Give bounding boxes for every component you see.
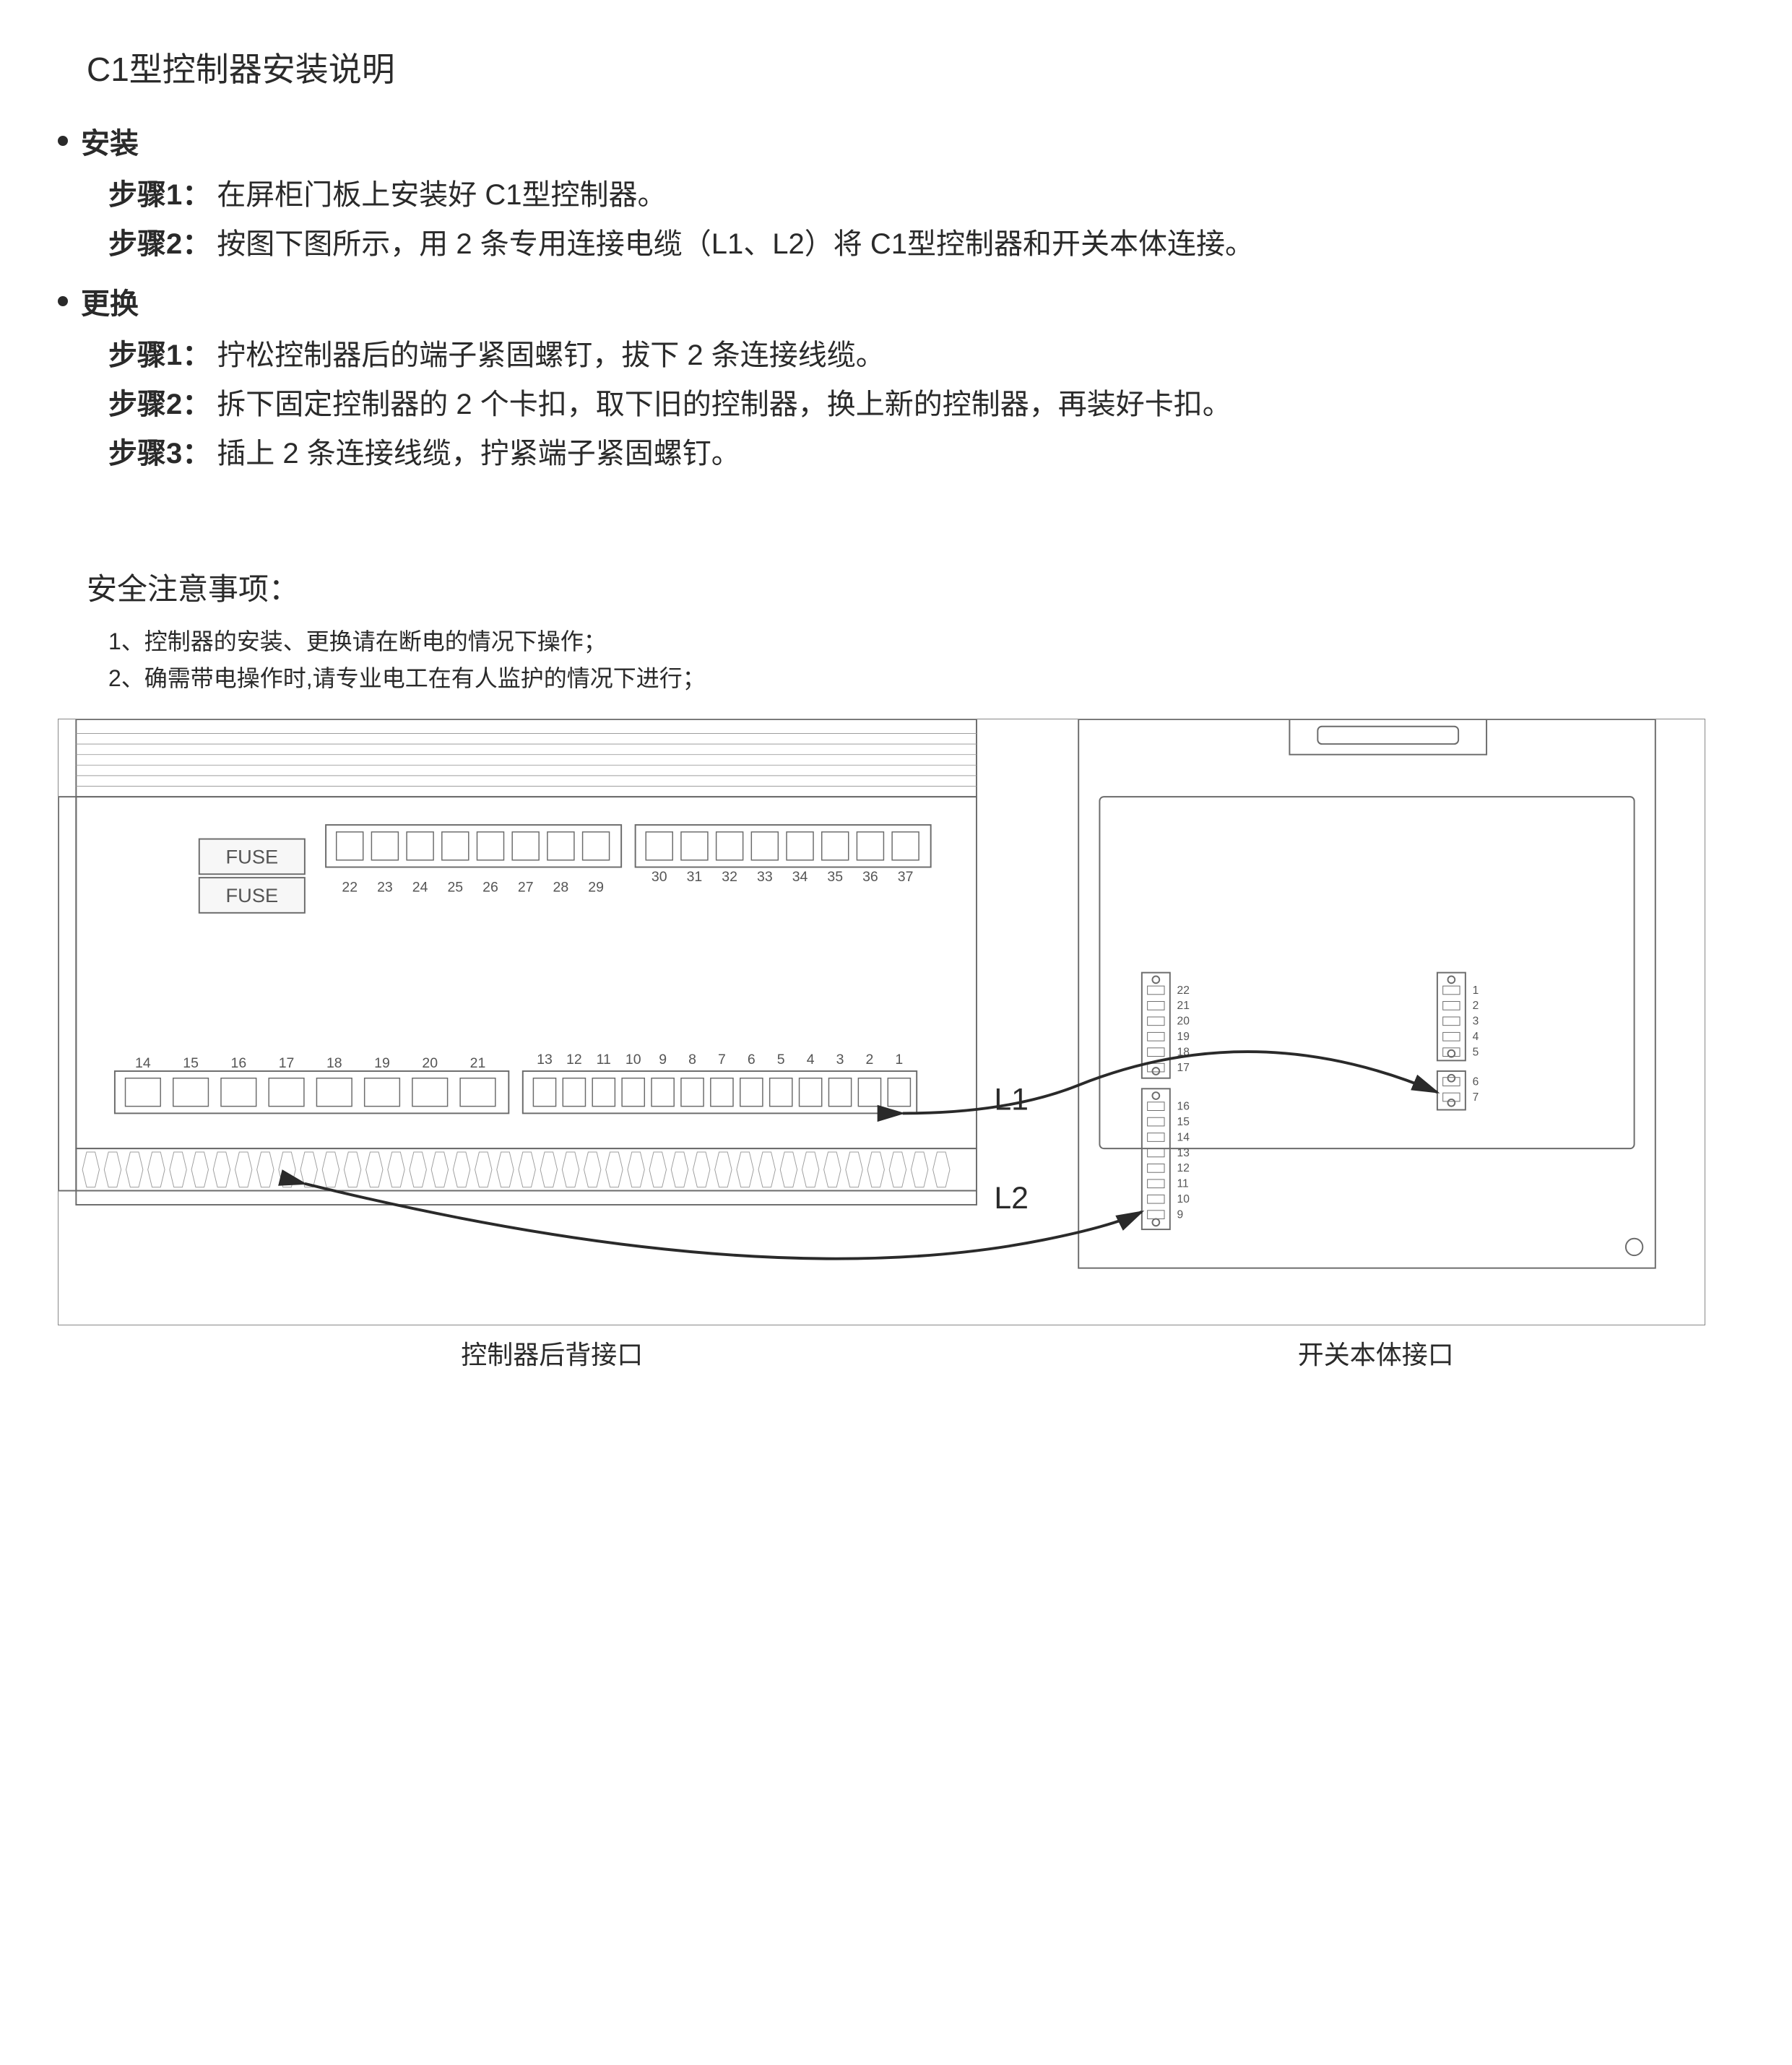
svg-text:23: 23 bbox=[377, 880, 393, 896]
wiring-diagram: FUSE FUSE 222324252627282930313233343536… bbox=[58, 719, 1705, 1325]
svg-text:4: 4 bbox=[1473, 1031, 1479, 1043]
safety-notes: 1、控制器的安装、更换请在断电的情况下操作； 2、确需带电操作时,请专业电工在有… bbox=[108, 623, 1734, 697]
svg-text:30: 30 bbox=[652, 869, 667, 885]
svg-text:14: 14 bbox=[135, 1055, 151, 1071]
install-step-2: 步骤2： 按图下图所示，用 2 条专用连接电缆（L1、L2）将 C1型控制器和开… bbox=[108, 220, 1734, 269]
replace-step-3: 步骤3： 插上 2 条连接线缆，拧紧端子紧固螺钉。 bbox=[108, 429, 1734, 478]
svg-text:20: 20 bbox=[1177, 1016, 1190, 1028]
svg-text:5: 5 bbox=[777, 1052, 785, 1068]
cable-label-L1: L1 bbox=[994, 1083, 1029, 1117]
svg-text:25: 25 bbox=[447, 880, 463, 896]
svg-text:18: 18 bbox=[326, 1055, 342, 1071]
svg-text:34: 34 bbox=[792, 869, 808, 885]
diagram-captions: 控制器后背接口 开关本体接口 bbox=[58, 1334, 1705, 1372]
svg-text:1: 1 bbox=[895, 1052, 903, 1068]
svg-text:21: 21 bbox=[470, 1055, 486, 1071]
svg-text:6: 6 bbox=[748, 1052, 756, 1068]
replace-header-text: 更换 bbox=[81, 280, 139, 322]
svg-text:8: 8 bbox=[688, 1052, 696, 1068]
svg-text:32: 32 bbox=[722, 869, 737, 885]
svg-text:7: 7 bbox=[718, 1052, 726, 1068]
svg-text:9: 9 bbox=[659, 1052, 667, 1068]
svg-text:16: 16 bbox=[1177, 1101, 1190, 1113]
svg-text:3: 3 bbox=[1473, 1016, 1479, 1028]
svg-text:7: 7 bbox=[1473, 1091, 1479, 1104]
svg-text:2: 2 bbox=[866, 1052, 874, 1068]
svg-text:28: 28 bbox=[553, 880, 569, 896]
fuse-label-1: FUSE bbox=[225, 846, 278, 868]
svg-text:11: 11 bbox=[1177, 1178, 1189, 1190]
cable-label-L2: L2 bbox=[994, 1181, 1029, 1216]
left-caption: 控制器后背接口 bbox=[58, 1334, 1047, 1372]
svg-text:19: 19 bbox=[374, 1055, 390, 1071]
svg-text:37: 37 bbox=[898, 869, 914, 885]
svg-text:16: 16 bbox=[231, 1055, 247, 1071]
svg-text:15: 15 bbox=[183, 1055, 199, 1071]
page-title: C1型控制器安装说明 bbox=[87, 43, 1734, 91]
svg-text:27: 27 bbox=[518, 880, 534, 896]
bullet-icon bbox=[58, 136, 68, 146]
svg-text:14: 14 bbox=[1177, 1132, 1190, 1144]
svg-text:20: 20 bbox=[422, 1055, 438, 1071]
fuse-label-2: FUSE bbox=[225, 885, 278, 907]
diagram-svg: FUSE FUSE 222324252627282930313233343536… bbox=[59, 719, 1705, 1325]
replace-step-2: 步骤2： 拆下固定控制器的 2 个卡扣，取下旧的控制器，换上新的控制器，再装好卡… bbox=[108, 380, 1734, 429]
svg-text:5: 5 bbox=[1473, 1047, 1479, 1059]
step-text: 按图下图所示，用 2 条专用连接电缆（L1、L2）将 C1型控制器和开关本体连接… bbox=[217, 220, 1254, 269]
svg-text:35: 35 bbox=[827, 869, 843, 885]
step-text: 在屏柜门板上安装好 C1型控制器。 bbox=[217, 170, 666, 220]
svg-text:21: 21 bbox=[1177, 1000, 1190, 1013]
svg-text:6: 6 bbox=[1473, 1076, 1479, 1088]
svg-text:1: 1 bbox=[1473, 984, 1479, 997]
svg-text:4: 4 bbox=[807, 1052, 815, 1068]
svg-text:19: 19 bbox=[1177, 1031, 1190, 1043]
safety-note-1: 1、控制器的安装、更换请在断电的情况下操作； bbox=[108, 623, 1734, 660]
safety-title: 安全注意事项： bbox=[87, 565, 1734, 609]
bullet-icon bbox=[58, 296, 68, 306]
svg-text:36: 36 bbox=[862, 869, 878, 885]
replace-step-1: 步骤1： 拧松控制器后的端子紧固螺钉，拔下 2 条连接线缆。 bbox=[108, 331, 1734, 380]
right-caption: 开关本体接口 bbox=[1047, 1334, 1705, 1372]
step-text: 拧松控制器后的端子紧固螺钉，拔下 2 条连接线缆。 bbox=[217, 331, 884, 380]
svg-text:17: 17 bbox=[279, 1055, 295, 1071]
install-steps: 步骤1： 在屏柜门板上安装好 C1型控制器。 步骤2： 按图下图所示，用 2 条… bbox=[108, 170, 1734, 269]
svg-text:33: 33 bbox=[757, 869, 773, 885]
step-text: 插上 2 条连接线缆，拧紧端子紧固螺钉。 bbox=[217, 429, 740, 478]
svg-text:15: 15 bbox=[1177, 1116, 1190, 1128]
svg-text:13: 13 bbox=[1177, 1147, 1190, 1159]
svg-text:13: 13 bbox=[537, 1052, 553, 1068]
step-label: 步骤3： bbox=[108, 429, 211, 478]
install-step-1: 步骤1： 在屏柜门板上安装好 C1型控制器。 bbox=[108, 170, 1734, 220]
step-label: 步骤1： bbox=[108, 331, 211, 380]
svg-text:12: 12 bbox=[1177, 1163, 1190, 1175]
step-label: 步骤1： bbox=[108, 170, 211, 220]
svg-text:10: 10 bbox=[626, 1052, 641, 1068]
svg-text:9: 9 bbox=[1177, 1209, 1184, 1221]
step-text: 拆下固定控制器的 2 个卡扣，取下旧的控制器，换上新的控制器，再装好卡扣。 bbox=[217, 380, 1231, 429]
step-label: 步骤2： bbox=[108, 380, 211, 429]
svg-text:2: 2 bbox=[1473, 1000, 1479, 1013]
svg-text:11: 11 bbox=[597, 1052, 611, 1068]
install-header: 安装 bbox=[58, 120, 1734, 162]
svg-text:3: 3 bbox=[836, 1052, 844, 1068]
svg-text:24: 24 bbox=[412, 880, 428, 896]
install-header-text: 安装 bbox=[81, 120, 139, 162]
replace-steps: 步骤1： 拧松控制器后的端子紧固螺钉，拔下 2 条连接线缆。 步骤2： 拆下固定… bbox=[108, 331, 1734, 478]
svg-text:22: 22 bbox=[1177, 984, 1190, 997]
svg-text:12: 12 bbox=[566, 1052, 582, 1068]
svg-text:17: 17 bbox=[1177, 1062, 1190, 1074]
svg-text:29: 29 bbox=[588, 880, 604, 896]
svg-text:10: 10 bbox=[1177, 1193, 1190, 1205]
step-label: 步骤2： bbox=[108, 220, 211, 269]
svg-text:31: 31 bbox=[687, 869, 703, 885]
svg-text:26: 26 bbox=[482, 880, 498, 896]
svg-text:22: 22 bbox=[342, 880, 358, 896]
safety-note-2: 2、确需带电操作时,请专业电工在有人监护的情况下进行； bbox=[108, 660, 1734, 697]
replace-header: 更换 bbox=[58, 280, 1734, 322]
